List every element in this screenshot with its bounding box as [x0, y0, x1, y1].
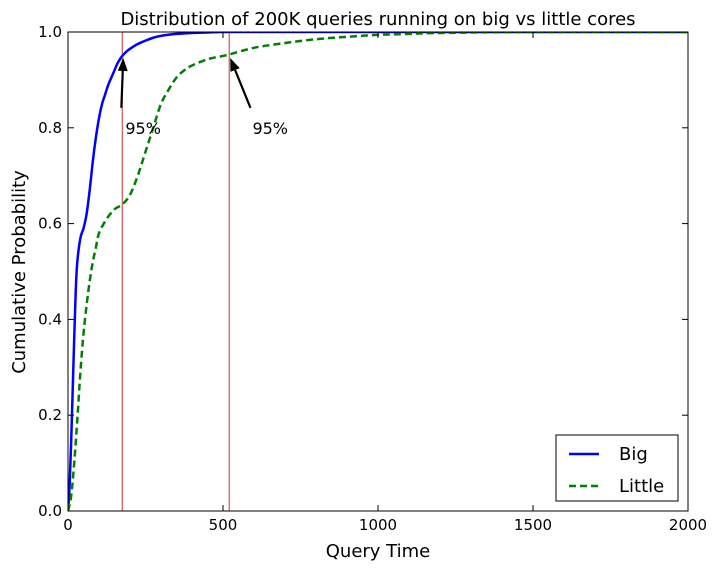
- y-tick-label: 0.0: [38, 502, 62, 520]
- series-line-little: [68, 32, 688, 511]
- y-axis-label: Cumulative Probability: [9, 170, 30, 374]
- x-tick-label: 500: [209, 516, 238, 534]
- legend-label-big: Big: [619, 444, 648, 465]
- chart-title: Distribution of 200K queries running on …: [120, 9, 635, 30]
- legend-box: [555, 434, 679, 502]
- annotation-label-2: 95%: [252, 119, 288, 138]
- annotation-label-1: 95%: [125, 119, 161, 138]
- x-axis-label: Query Time: [326, 541, 430, 562]
- annotations: 95% 95%: [117, 57, 288, 138]
- x-tick-label: 2000: [669, 516, 707, 534]
- axis-ticks: 0 500 1000 1500 2000 0.0 0.2 0.4 0.6 0.8 1.0: [38, 23, 707, 534]
- reference-lines: [121, 32, 230, 511]
- plot-frame: [67, 31, 689, 512]
- series-line-big: [68, 32, 688, 511]
- plot-area: [68, 32, 688, 511]
- x-tick-label: 0: [63, 516, 73, 534]
- annotation-arrow-1: [120, 70, 124, 108]
- y-tick-label: 1.0: [38, 23, 62, 41]
- y-tick-label: 0.8: [38, 119, 62, 137]
- y-tick-label: 0.6: [38, 215, 62, 233]
- y-tick-label: 0.2: [38, 406, 62, 424]
- annotation-arrowhead-1: [117, 57, 128, 72]
- legend: Big Little: [555, 434, 679, 502]
- x-tick-label: 1000: [359, 516, 397, 534]
- series-layer: [68, 32, 688, 511]
- y-tick-label: 0.4: [38, 310, 62, 328]
- annotation-arrow-2: [234, 69, 252, 109]
- legend-label-little: Little: [619, 476, 664, 497]
- x-tick-label: 1500: [514, 516, 552, 534]
- annotation-arrowhead-2: [230, 57, 240, 72]
